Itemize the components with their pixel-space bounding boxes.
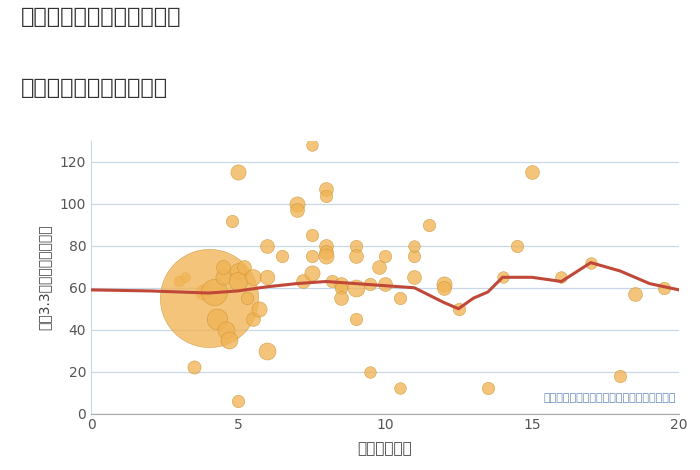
Point (335, 295, 346, 302)
Point (409, 252, 420, 260)
Point (438, 284, 449, 291)
Point (335, 280, 346, 287)
Point (179, 274, 190, 281)
Point (306, 232, 317, 239)
Point (297, 278, 308, 285)
Text: 奈良県磯城郡川西町結崎の: 奈良県磯城郡川西町結崎の (21, 7, 181, 27)
Point (238, 263, 249, 271)
Point (227, 217, 238, 225)
Point (585, 259, 596, 266)
Point (326, 278, 337, 285)
Point (350, 242, 361, 250)
Point (379, 280, 391, 287)
Point (291, 206, 302, 214)
Point (438, 280, 449, 287)
Point (223, 337, 235, 344)
Point (218, 274, 229, 281)
Point (241, 295, 253, 302)
Point (291, 200, 302, 208)
Point (262, 274, 273, 281)
Point (306, 141, 317, 149)
Point (276, 252, 288, 260)
Point (232, 278, 244, 285)
Point (350, 284, 361, 291)
Point (659, 284, 670, 291)
Point (220, 326, 232, 334)
Point (321, 186, 332, 193)
Point (424, 221, 435, 228)
Point (394, 384, 405, 392)
Point (188, 364, 199, 371)
Point (306, 269, 317, 277)
Point (365, 368, 376, 376)
Point (218, 263, 229, 271)
Point (174, 278, 185, 285)
Point (482, 384, 493, 392)
Point (409, 274, 420, 281)
Point (350, 252, 361, 260)
Point (209, 288, 220, 296)
Point (197, 288, 209, 296)
Point (306, 252, 317, 260)
Point (453, 305, 464, 313)
Point (232, 397, 244, 405)
Point (512, 242, 523, 250)
Point (321, 192, 332, 199)
Point (321, 248, 332, 256)
Point (526, 169, 538, 176)
Point (335, 284, 346, 291)
Text: 駅距離別中古戸建て価格: 駅距離別中古戸建て価格 (21, 78, 168, 98)
Point (262, 347, 273, 354)
Point (247, 315, 258, 323)
Point (497, 274, 508, 281)
Point (232, 169, 244, 176)
Point (615, 372, 626, 380)
Point (247, 274, 258, 281)
Point (203, 295, 214, 302)
Point (212, 315, 223, 323)
Point (374, 263, 385, 271)
Text: 円の大きさは、取引のあった物件面積を示す: 円の大きさは、取引のあった物件面積を示す (544, 393, 676, 403)
Point (556, 274, 567, 281)
Point (394, 295, 405, 302)
Point (321, 252, 332, 260)
Point (253, 305, 264, 313)
Point (379, 252, 391, 260)
Point (262, 242, 273, 250)
X-axis label: 駅距離（分）: 駅距離（分） (358, 441, 412, 456)
Point (321, 242, 332, 250)
Y-axis label: 坪（3.3㎡）単価（万円）: 坪（3.3㎡）単価（万円） (37, 225, 51, 330)
Point (409, 242, 420, 250)
Point (365, 280, 376, 287)
Point (232, 267, 244, 275)
Point (350, 315, 361, 323)
Point (629, 290, 641, 298)
